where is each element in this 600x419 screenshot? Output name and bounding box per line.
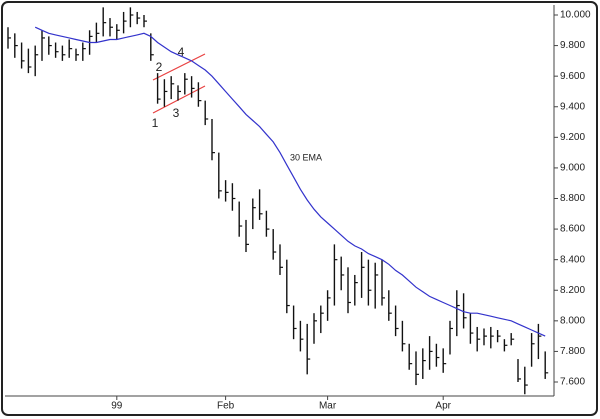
y-tick-label: 9.000 <box>560 163 585 174</box>
x-tick-label: 99 <box>111 401 123 412</box>
y-tick-label: 9.200 <box>560 132 585 143</box>
ema-label: 30 EMA <box>290 152 322 162</box>
y-tick-label: 9.800 <box>560 40 585 51</box>
x-tick-label: Apr <box>435 401 451 412</box>
ema-line <box>34 26 546 337</box>
pattern-point-label: 2 <box>156 60 163 74</box>
y-tick-label: 7.600 <box>560 377 585 388</box>
upper-trendline <box>152 53 206 81</box>
lower-trendline <box>152 85 206 114</box>
y-tick-label: 10.000 <box>560 10 591 21</box>
y-tick-label: 8.400 <box>560 254 585 265</box>
y-tick-label: 9.600 <box>560 71 585 82</box>
x-tick-label: Mar <box>319 401 337 412</box>
y-tick-label: 8.600 <box>560 224 585 235</box>
y-tick-label: 8.200 <box>560 285 585 296</box>
pattern-point-label: 4 <box>178 45 185 59</box>
y-tick-label: 7.800 <box>560 346 585 357</box>
pattern-point-label: 1 <box>152 116 159 130</box>
pattern-lines <box>152 53 206 114</box>
y-tick-label: 9.400 <box>560 101 585 112</box>
y-tick-label: 8.800 <box>560 193 585 204</box>
y-tick-label: 8.000 <box>560 315 585 326</box>
pattern-point-label: 3 <box>173 106 180 120</box>
x-tick-label: Feb <box>217 401 235 412</box>
